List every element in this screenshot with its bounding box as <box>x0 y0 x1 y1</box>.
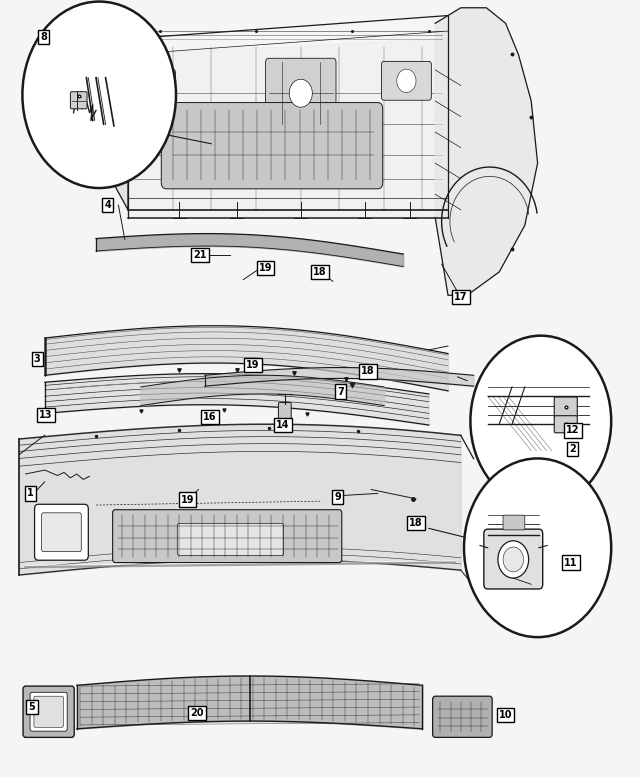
FancyBboxPatch shape <box>177 524 284 556</box>
Text: 9: 9 <box>335 493 341 502</box>
Text: 5: 5 <box>29 702 35 712</box>
Text: 13: 13 <box>39 410 53 420</box>
Circle shape <box>22 2 176 188</box>
Text: 12: 12 <box>566 426 580 435</box>
Text: 14: 14 <box>276 420 290 430</box>
Circle shape <box>470 336 611 507</box>
FancyBboxPatch shape <box>42 513 81 552</box>
FancyBboxPatch shape <box>266 58 336 128</box>
Text: 18: 18 <box>409 518 423 528</box>
Text: 18: 18 <box>361 367 375 376</box>
Circle shape <box>498 541 529 578</box>
FancyBboxPatch shape <box>132 69 175 108</box>
Text: 2: 2 <box>570 444 576 454</box>
Text: 18: 18 <box>313 267 327 277</box>
Circle shape <box>503 547 524 572</box>
FancyBboxPatch shape <box>34 696 63 727</box>
Text: 20: 20 <box>190 709 204 718</box>
FancyBboxPatch shape <box>433 696 492 737</box>
FancyBboxPatch shape <box>381 61 431 100</box>
FancyBboxPatch shape <box>23 686 74 737</box>
FancyBboxPatch shape <box>503 515 525 530</box>
Text: 19: 19 <box>259 263 273 273</box>
FancyBboxPatch shape <box>484 529 543 589</box>
Text: 1: 1 <box>28 489 34 498</box>
Text: 10: 10 <box>499 710 513 720</box>
Circle shape <box>144 77 163 100</box>
FancyBboxPatch shape <box>30 692 67 731</box>
Text: 8: 8 <box>40 33 47 42</box>
Circle shape <box>397 69 416 92</box>
Text: 19: 19 <box>246 361 260 370</box>
Text: 16: 16 <box>203 413 217 422</box>
Text: 3: 3 <box>34 354 40 364</box>
Text: 17: 17 <box>454 292 468 301</box>
Polygon shape <box>128 39 448 218</box>
FancyBboxPatch shape <box>70 92 87 109</box>
Text: 4: 4 <box>104 200 111 210</box>
FancyBboxPatch shape <box>278 402 291 424</box>
Circle shape <box>464 458 611 637</box>
FancyBboxPatch shape <box>113 510 342 563</box>
Text: 11: 11 <box>564 558 578 567</box>
FancyBboxPatch shape <box>554 397 577 417</box>
Circle shape <box>289 79 312 107</box>
Polygon shape <box>102 47 128 210</box>
FancyBboxPatch shape <box>554 416 577 433</box>
Text: 19: 19 <box>180 495 195 504</box>
FancyBboxPatch shape <box>161 103 383 189</box>
Text: 21: 21 <box>193 250 207 260</box>
Text: 7: 7 <box>337 387 344 396</box>
FancyBboxPatch shape <box>35 504 88 560</box>
Polygon shape <box>435 8 538 295</box>
